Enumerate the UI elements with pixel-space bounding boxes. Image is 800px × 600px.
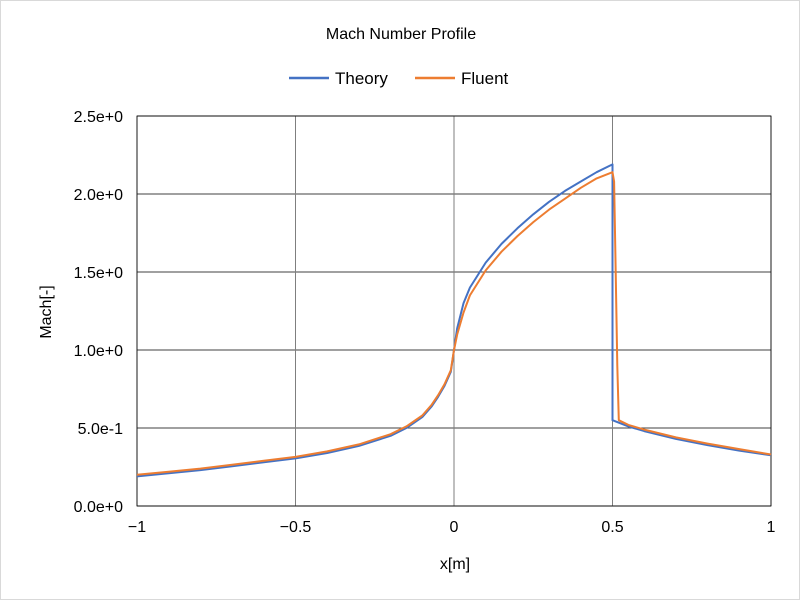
x-axis-label: x[m] <box>440 556 470 573</box>
series-layer <box>136 163 772 478</box>
series-line-theory <box>136 163 772 478</box>
plot-border <box>136 115 772 507</box>
chart-title: Mach Number Profile <box>326 26 476 43</box>
legend: Theory Fluent <box>289 69 509 88</box>
x-tick-label-4: 1 <box>767 519 776 536</box>
y-tick-label-4: 2.0e+0 <box>74 187 123 204</box>
plot-area-border <box>136 115 772 507</box>
y-tick-label-1: 5.0e-1 <box>78 421 123 438</box>
y-tick-label-3: 1.5e+0 <box>74 265 123 282</box>
y-tick-label-2: 1.0e+0 <box>74 343 123 360</box>
y-tick-label-0: 0.0e+0 <box>74 499 123 516</box>
y-tick-labels: 0.0e+0 5.0e-1 1.0e+0 1.5e+0 2.0e+0 2.5e+0 <box>74 109 123 516</box>
x-tick-labels: −1 −0.5 0 0.5 1 <box>128 519 776 536</box>
grid <box>136 115 772 507</box>
legend-label-fluent: Fluent <box>461 69 509 88</box>
x-tick-label-0: −1 <box>128 519 146 536</box>
x-tick-label-2: 0 <box>450 519 459 536</box>
series-line-fluent <box>136 171 772 476</box>
y-axis-label: Mach[-] <box>38 285 55 338</box>
legend-label-theory: Theory <box>335 69 388 88</box>
x-tick-label-3: 0.5 <box>601 519 623 536</box>
y-tick-label-5: 2.5e+0 <box>74 109 123 126</box>
x-tick-label-1: −0.5 <box>280 519 312 536</box>
